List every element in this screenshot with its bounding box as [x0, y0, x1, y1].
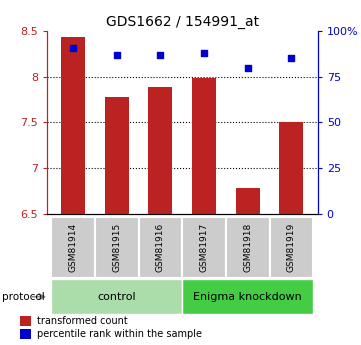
Bar	[279, 122, 304, 214]
Bar	[182, 217, 226, 278]
Bar	[20, 329, 31, 339]
Bar	[20, 316, 31, 326]
Text: percentile rank within the sample: percentile rank within the sample	[36, 329, 201, 339]
Bar	[270, 217, 313, 278]
Text: transformed count: transformed count	[36, 316, 127, 326]
Point	[288, 56, 294, 61]
Point	[70, 45, 76, 50]
Bar	[192, 78, 216, 214]
Bar	[182, 279, 313, 314]
Point	[158, 52, 164, 58]
Text: GSM81919: GSM81919	[287, 223, 296, 272]
Title: GDS1662 / 154991_at: GDS1662 / 154991_at	[106, 14, 259, 29]
Bar	[105, 97, 129, 214]
Text: protocol: protocol	[2, 292, 44, 302]
Text: Enigma knockdown: Enigma knockdown	[193, 292, 302, 302]
Text: GSM81915: GSM81915	[112, 223, 121, 272]
Bar	[139, 217, 182, 278]
Bar	[61, 38, 85, 214]
Bar	[51, 217, 95, 278]
Text: GSM81916: GSM81916	[156, 223, 165, 272]
Bar	[148, 87, 173, 214]
Bar	[226, 217, 270, 278]
Point	[201, 50, 207, 56]
Bar	[95, 217, 139, 278]
Text: GSM81914: GSM81914	[69, 223, 78, 272]
Text: GSM81917: GSM81917	[200, 223, 209, 272]
Point	[245, 65, 251, 70]
Bar	[236, 188, 260, 214]
Text: GSM81918: GSM81918	[243, 223, 252, 272]
Point	[114, 52, 120, 58]
Bar	[51, 279, 182, 314]
Text: control: control	[97, 292, 136, 302]
